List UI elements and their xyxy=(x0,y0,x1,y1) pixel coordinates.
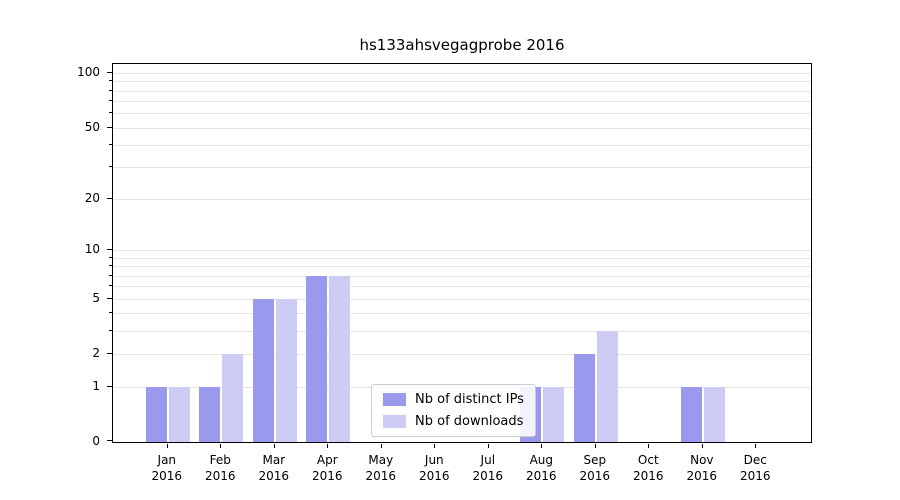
y-tick-label: 2 xyxy=(92,346,100,361)
y-minor-tick-mark xyxy=(109,265,112,267)
x-tick-label-oct: Oct 2016 xyxy=(633,453,664,483)
legend-item-distinct-ips: Nb of distinct IPs xyxy=(383,392,524,407)
x-tick-mark xyxy=(701,444,703,448)
gridline xyxy=(113,113,811,115)
y-tick-label: 20 xyxy=(84,190,100,205)
bar-distinct-ips-mar xyxy=(252,298,274,442)
y-minor-tick-mark xyxy=(109,112,112,114)
y-minor-tick-mark xyxy=(109,80,112,82)
legend: Nb of distinct IPs Nb of downloads xyxy=(371,384,536,437)
x-tick-mark xyxy=(541,444,543,448)
bar-downloads-nov xyxy=(703,386,725,442)
x-tick-label-dec: Dec 2016 xyxy=(740,453,771,483)
legend-swatch-downloads xyxy=(383,415,406,428)
y-tick-mark xyxy=(107,197,112,199)
gridline xyxy=(113,145,811,147)
y-minor-tick-mark xyxy=(109,330,112,332)
gridline xyxy=(113,275,811,277)
x-tick-label-apr: Apr 2016 xyxy=(312,453,343,483)
x-tick-mark xyxy=(487,444,489,448)
x-tick-mark xyxy=(327,444,329,448)
gridline xyxy=(113,127,811,129)
legend-label-distinct-ips: Nb of distinct IPs xyxy=(415,392,524,407)
x-tick-label-nov: Nov 2016 xyxy=(686,453,718,483)
y-minor-tick-mark xyxy=(109,312,112,314)
gridline xyxy=(113,81,811,83)
bar-downloads-aug xyxy=(543,386,565,442)
gridline xyxy=(113,266,811,268)
gridline xyxy=(113,286,811,288)
bar-distinct-ips-sep xyxy=(573,354,595,442)
x-tick-label-jul: Jul 2016 xyxy=(472,453,504,483)
x-tick-label-sep: Sep 2016 xyxy=(579,453,611,483)
x-tick-label-may: May 2016 xyxy=(365,453,397,483)
x-tick-mark xyxy=(755,444,757,448)
y-minor-tick-mark xyxy=(109,274,112,276)
chart-title: hs133ahsvegagprobe 2016 xyxy=(359,36,565,54)
x-tick-mark xyxy=(166,444,168,448)
bar-downloads-mar xyxy=(275,298,297,442)
y-minor-tick-mark xyxy=(109,100,112,102)
gridline xyxy=(113,198,811,200)
gridline xyxy=(113,90,811,92)
gridline xyxy=(113,101,811,103)
y-tick-label: 10 xyxy=(84,242,100,257)
x-tick-mark xyxy=(594,444,596,448)
gridline xyxy=(113,313,811,315)
bar-downloads-apr xyxy=(329,275,351,442)
y-axis: 0 1 2 5 10 20 50 100 xyxy=(0,63,112,448)
y-minor-tick-mark xyxy=(109,166,112,168)
y-minor-tick-mark xyxy=(109,256,112,258)
y-tick-mark xyxy=(107,249,112,251)
y-minor-tick-mark xyxy=(109,285,112,287)
gridline xyxy=(113,331,811,333)
gridline xyxy=(113,167,811,169)
bar-distinct-ips-apr xyxy=(306,275,328,442)
y-minor-tick-mark xyxy=(109,89,112,91)
x-tick-mark xyxy=(273,444,275,448)
x-tick-mark xyxy=(648,444,650,448)
x-tick-label-feb: Feb 2016 xyxy=(205,453,236,483)
y-tick-mark xyxy=(107,72,112,73)
gridline xyxy=(113,354,811,356)
y-tick-label: 0 xyxy=(92,434,100,448)
bar-downloads-jan xyxy=(168,386,190,442)
x-tick-mark xyxy=(220,444,222,448)
y-tick-label: 5 xyxy=(92,290,100,305)
x-tick-label-jan: Jan 2016 xyxy=(151,453,183,483)
y-tick-mark xyxy=(107,297,112,299)
legend-swatch-distinct-ips xyxy=(383,393,406,406)
legend-item-downloads: Nb of downloads xyxy=(383,414,524,429)
x-tick-label-aug: Aug 2016 xyxy=(526,453,557,483)
y-tick-mark xyxy=(107,440,112,441)
y-tick-label: 1 xyxy=(92,378,100,393)
bar-distinct-ips-feb xyxy=(199,386,221,442)
x-axis: Jan 2016 Feb 2016 Mar 2016 Apr 2016 May 2016 Jun 20… xyxy=(112,444,812,494)
x-tick-label-mar: Mar 2016 xyxy=(258,453,290,483)
y-tick-label: 100 xyxy=(77,65,100,79)
gridline xyxy=(113,298,811,300)
bar-distinct-ips-nov xyxy=(680,386,702,442)
y-tick-mark xyxy=(107,126,112,128)
x-tick-mark xyxy=(380,444,382,448)
plot-area: Nb of distinct IPs Nb of downloads xyxy=(112,63,812,443)
y-tick-mark xyxy=(107,353,112,355)
bar-downloads-sep xyxy=(596,331,618,442)
gridline xyxy=(113,257,811,259)
bar-downloads-feb xyxy=(222,354,244,442)
y-minor-tick-mark xyxy=(109,144,112,146)
gridline xyxy=(113,73,811,74)
x-tick-mark xyxy=(434,444,436,448)
gridline xyxy=(113,250,811,252)
legend-label-downloads: Nb of downloads xyxy=(415,414,524,429)
y-tick-mark xyxy=(107,385,112,387)
x-tick-label-jun: Jun 2016 xyxy=(419,453,450,483)
y-tick-label: 50 xyxy=(84,119,100,134)
bar-distinct-ips-jan xyxy=(145,386,167,442)
